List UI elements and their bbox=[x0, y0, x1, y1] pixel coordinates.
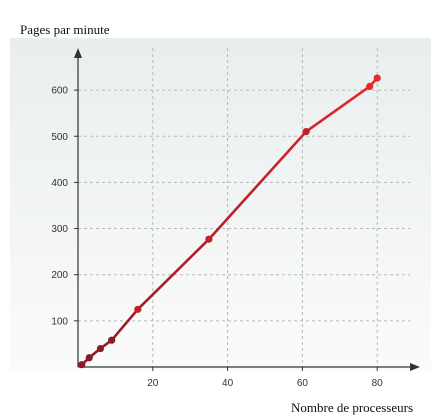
x-tick-label-40: 40 bbox=[222, 378, 234, 389]
data-point-3 bbox=[108, 336, 116, 344]
axes bbox=[74, 48, 420, 371]
data-point-4 bbox=[134, 305, 142, 313]
y-axis-arrow-icon bbox=[74, 48, 82, 58]
grid bbox=[78, 48, 410, 367]
data-point-0 bbox=[78, 361, 86, 369]
data-point-7 bbox=[366, 82, 374, 91]
x-tick-label-20: 20 bbox=[147, 378, 159, 389]
y-tick-label-400: 400 bbox=[51, 178, 68, 189]
y-tick-label-500: 500 bbox=[51, 132, 68, 143]
x-tick-label-60: 60 bbox=[297, 378, 309, 389]
data-point-2 bbox=[96, 344, 105, 353]
data-point-8 bbox=[373, 74, 381, 82]
x-axis-title: Nombre de processeurs bbox=[291, 400, 413, 415]
y-tick-label-300: 300 bbox=[51, 224, 68, 235]
data-point-1 bbox=[85, 354, 93, 362]
tick-labels: 100 200 300 400 500 600 20 40 60 80 bbox=[51, 86, 383, 389]
y-axis-title: Pages par minute bbox=[20, 22, 110, 37]
x-axis-arrow-icon bbox=[410, 363, 420, 371]
series bbox=[78, 74, 381, 369]
data-point-5 bbox=[205, 235, 213, 243]
data-point-6 bbox=[302, 128, 310, 136]
y-tick-label-100: 100 bbox=[51, 316, 68, 327]
x-tick-label-80: 80 bbox=[372, 378, 384, 389]
y-tick-label-600: 600 bbox=[51, 86, 68, 97]
y-tick-label-200: 200 bbox=[51, 270, 68, 281]
